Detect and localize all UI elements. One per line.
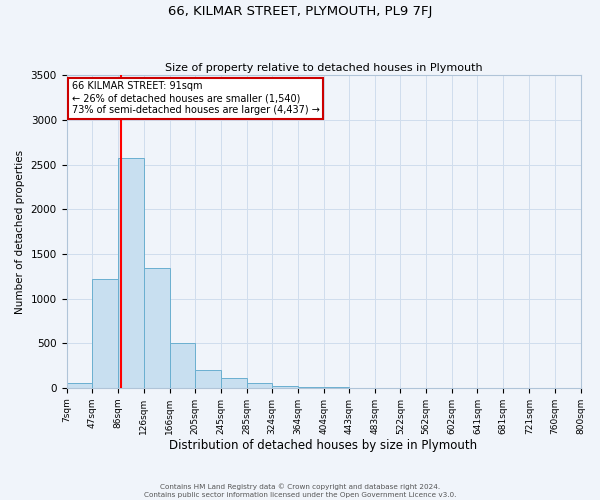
Bar xyxy=(92,279,118,388)
Text: 66, KILMAR STREET, PLYMOUTH, PL9 7FJ: 66, KILMAR STREET, PLYMOUTH, PL9 7FJ xyxy=(168,5,432,18)
Bar xyxy=(272,386,298,388)
Bar xyxy=(143,268,170,388)
Bar xyxy=(67,384,92,388)
Title: Size of property relative to detached houses in Plymouth: Size of property relative to detached ho… xyxy=(165,63,482,73)
Bar xyxy=(195,370,221,388)
Text: Contains HM Land Registry data © Crown copyright and database right 2024.
Contai: Contains HM Land Registry data © Crown c… xyxy=(144,484,456,498)
X-axis label: Distribution of detached houses by size in Plymouth: Distribution of detached houses by size … xyxy=(169,440,478,452)
Text: 66 KILMAR STREET: 91sqm
← 26% of detached houses are smaller (1,540)
73% of semi: 66 KILMAR STREET: 91sqm ← 26% of detache… xyxy=(71,82,320,114)
Y-axis label: Number of detached properties: Number of detached properties xyxy=(15,150,25,314)
Bar xyxy=(247,384,272,388)
Bar xyxy=(170,343,195,388)
Bar xyxy=(118,158,143,388)
Bar xyxy=(221,378,247,388)
